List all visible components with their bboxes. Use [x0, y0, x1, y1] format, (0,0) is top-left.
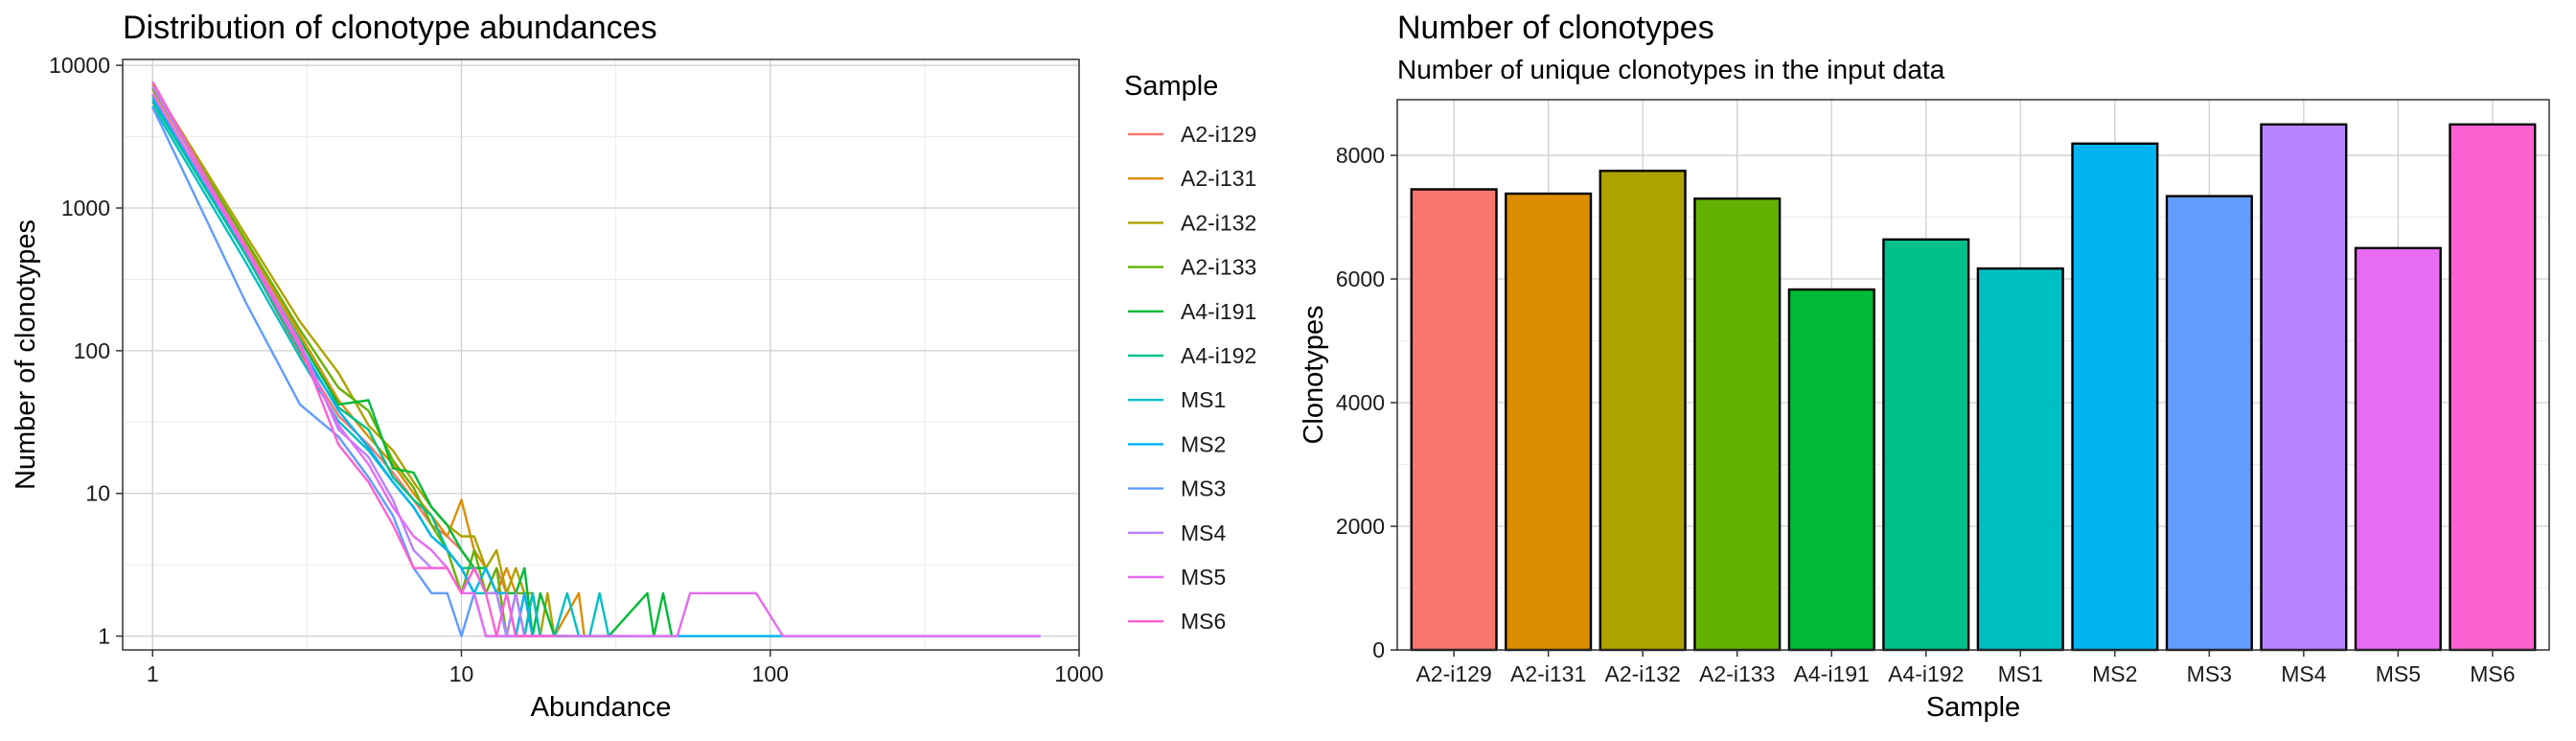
y-tick-label: 10000 — [49, 53, 110, 78]
x-tick-label: A2-i133 — [1699, 661, 1775, 686]
y-tick-label: 8000 — [1336, 143, 1385, 168]
abundance-panel-border — [122, 58, 1080, 651]
x-tick-label: A4-i191 — [1794, 661, 1870, 686]
y-tick-label: 4000 — [1336, 390, 1385, 415]
legend-label-MS4: MS4 — [1181, 521, 1227, 545]
abundance-chart: Distribution of clonotype abundances 1 10… — [11, 10, 1256, 723]
x-tick-label: 1 — [147, 661, 159, 686]
x-tick-label: MS4 — [2281, 661, 2327, 686]
series-line-MS6 — [151, 81, 555, 637]
clonotype-x-ticks: A2-i129 A2-i131 A2-i132 A2-i133 A4-i191 A4-i1… — [1415, 650, 2516, 686]
bar-MS3 — [2165, 195, 2253, 652]
abundance-chart-title: Distribution of clonotype abundances — [123, 10, 657, 46]
clonotype-y-ticks: 0 2000 4000 6000 8000 — [1336, 143, 1397, 662]
x-tick-label: A2-i129 — [1415, 661, 1491, 686]
x-tick-label: MS2 — [2092, 661, 2137, 686]
legend-label-MS5: MS5 — [1181, 565, 1226, 590]
abundance-plot-background — [123, 59, 1079, 650]
x-tick-label: 1000 — [1054, 661, 1103, 686]
legend-label-MS2: MS2 — [1181, 431, 1226, 456]
bar-A2-i133 — [1693, 197, 1782, 652]
y-tick-label: 100 — [74, 338, 110, 363]
y-tick-label: 2000 — [1336, 514, 1385, 539]
y-tick-label: 6000 — [1336, 266, 1385, 291]
legend-label-A2-i132: A2-i132 — [1181, 210, 1256, 235]
x-tick-label: A2-i131 — [1510, 661, 1586, 686]
abundance-y-axis-title: Number of clonotypes — [11, 220, 41, 490]
x-tick-label: MS3 — [2187, 661, 2232, 686]
abundance-y-ticks: 1 10 100 1000 10000 — [49, 53, 123, 649]
abundance-x-ticks: 1 10 100 1000 — [147, 650, 1104, 686]
legend-label-MS6: MS6 — [1181, 609, 1226, 634]
bar-A2-i131 — [1505, 192, 1593, 652]
y-tick-label: 1 — [98, 624, 110, 649]
bar-A2-i129 — [1410, 188, 1498, 652]
abundance-series-lines — [151, 81, 1041, 637]
x-tick-label: A4-i192 — [1888, 661, 1964, 686]
clonotype-count-chart-subtitle: Number of unique clonotypes in the input… — [1397, 55, 1945, 84]
legend-label-MS1: MS1 — [1181, 387, 1226, 412]
legend-label-A2-i133: A2-i133 — [1181, 255, 1256, 280]
bar-A2-i132 — [1598, 169, 1687, 652]
bar-MS4 — [2260, 123, 2348, 652]
abundance-legend: Sample A2-i129 A2-i131 A2-i132 A2-i133 A4-i1… — [1124, 71, 1256, 634]
legend-label-A2-i131: A2-i131 — [1181, 166, 1256, 191]
clonotype-panel-border — [1396, 99, 2550, 651]
bar-A4-i191 — [1787, 288, 1875, 652]
clonotype-count-chart: Number of clonotypes Number of unique cl… — [1299, 10, 2550, 723]
bar-A4-i192 — [1882, 238, 1970, 652]
series-line-MS5 — [151, 93, 1041, 637]
y-tick-label: 1000 — [61, 196, 110, 220]
clonotype-x-axis-title: Sample — [1926, 692, 2020, 723]
legend-label-A4-i192: A4-i192 — [1181, 343, 1256, 368]
bar-MS1 — [1976, 266, 2064, 652]
bar-MS5 — [2354, 246, 2442, 652]
clonotype-bars — [1410, 123, 2537, 652]
x-tick-label: A2-i132 — [1605, 661, 1681, 686]
legend-title: Sample — [1124, 71, 1218, 102]
x-tick-label: 10 — [449, 661, 474, 686]
bar-MS2 — [2071, 142, 2159, 652]
clonotype-y-axis-title: Clonotypes — [1299, 305, 1329, 444]
clonotype-count-chart-title: Number of clonotypes — [1397, 10, 1714, 46]
y-tick-label: 0 — [1372, 637, 1385, 662]
abundance-x-axis-title: Abundance — [531, 692, 672, 723]
legend-label-MS3: MS3 — [1181, 476, 1226, 501]
legend-label-A2-i129: A2-i129 — [1181, 122, 1256, 147]
x-tick-label: MS6 — [2470, 661, 2515, 686]
x-tick-label: MS5 — [2376, 661, 2421, 686]
x-tick-label: MS1 — [1998, 661, 2043, 686]
bar-MS6 — [2449, 123, 2537, 652]
series-line-MS2 — [151, 97, 1041, 637]
x-tick-label: 100 — [752, 661, 789, 686]
y-tick-label: 10 — [85, 481, 110, 506]
legend-label-A4-i191: A4-i191 — [1181, 299, 1256, 324]
